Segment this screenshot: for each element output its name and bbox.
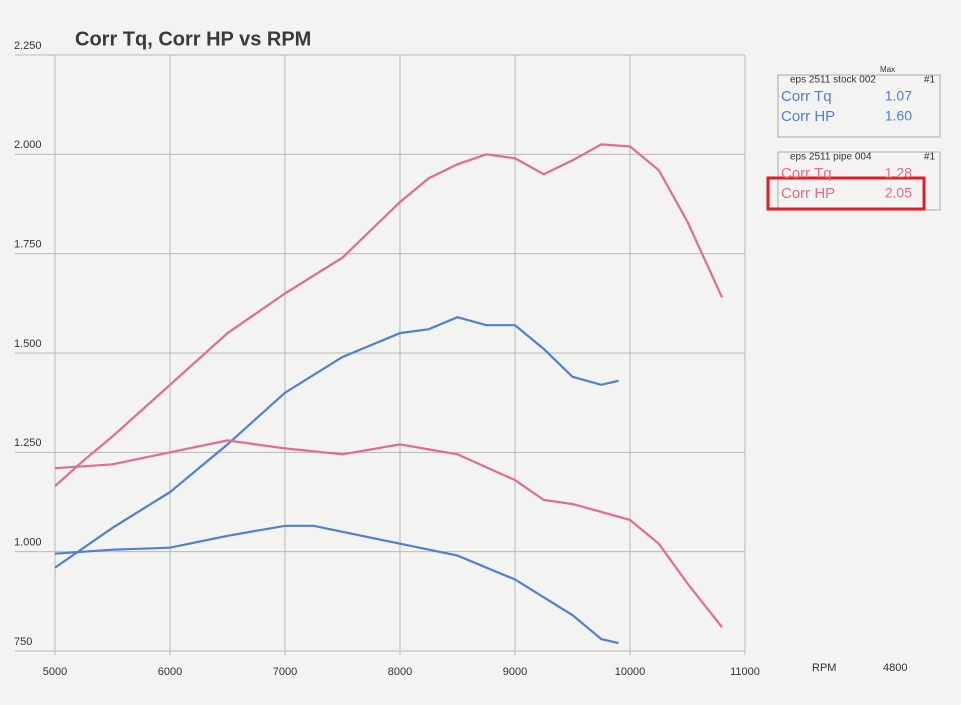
- x-tick-label: 11000: [730, 666, 760, 678]
- series-line: [54, 143, 724, 487]
- legend-max: 2.05: [885, 185, 912, 201]
- series-line: [54, 524, 619, 645]
- x-tick-label: 9000: [503, 666, 527, 678]
- chart-title: Corr Tq, Corr HP vs RPM: [75, 28, 311, 50]
- legend-tag: #1: [924, 152, 936, 163]
- x-tick-label: 6000: [158, 666, 182, 678]
- highlight-box: [766, 176, 926, 211]
- legend-label: Corr Tq: [781, 88, 832, 105]
- y-tick-label: 1.000: [14, 537, 42, 549]
- y-tick-label: 2.000: [14, 139, 42, 151]
- legend-header: eps 2511 stock 002: [790, 75, 876, 86]
- y-tick-label: 2.250: [14, 40, 42, 52]
- x-tick-label: 8000: [388, 666, 412, 678]
- legend-max: 1.28: [885, 165, 912, 181]
- legend-header: eps 2511 pipe 004: [790, 152, 872, 163]
- legend-max-label: Max: [880, 65, 895, 74]
- series-line: [54, 439, 723, 628]
- legend-max: 1.60: [885, 108, 912, 124]
- x-tick-label: 7000: [273, 666, 297, 678]
- x-axis-label: RPM: [812, 662, 836, 674]
- x-tick-label: 10000: [615, 666, 646, 678]
- legend-label: Corr Tq: [781, 165, 832, 182]
- y-tick-label: 750: [14, 636, 32, 648]
- x-tick-label: 5000: [43, 666, 67, 678]
- legend-tag: #1: [924, 75, 936, 86]
- legend-box: [777, 74, 941, 138]
- y-tick-label: 1.250: [14, 437, 42, 449]
- series-line: [54, 316, 619, 569]
- legend-max: 1.07: [885, 88, 912, 104]
- y-tick-label: 1.750: [14, 239, 42, 251]
- legend-label: Corr HP: [781, 185, 835, 202]
- legend-label: Corr HP: [781, 108, 835, 125]
- y-tick-label: 1.500: [14, 338, 42, 350]
- x-note: 4800: [883, 662, 907, 674]
